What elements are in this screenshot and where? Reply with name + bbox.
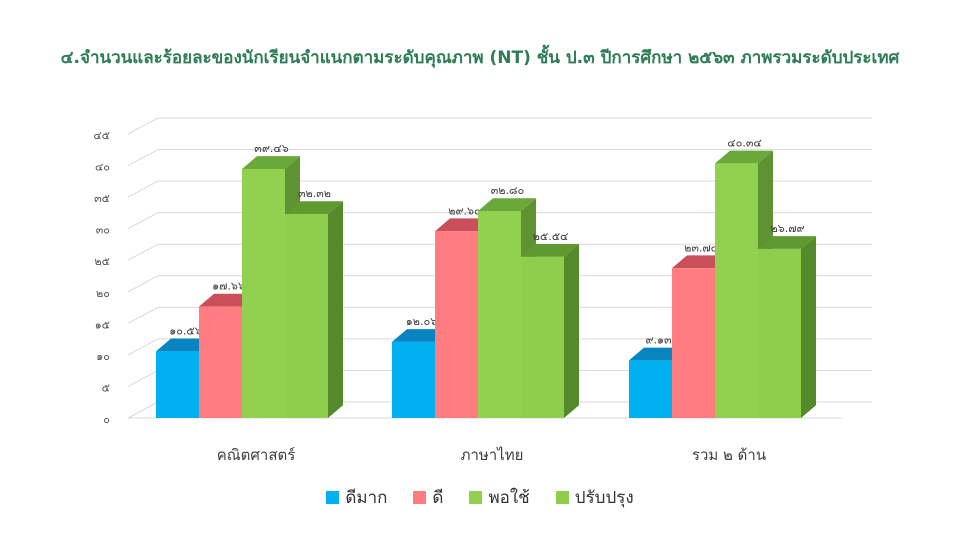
- y-tick-label: ๓๕: [94, 192, 110, 205]
- data-label: ๑๗.๖๖: [212, 280, 245, 293]
- data-label: ๒๕.๕๔: [533, 230, 569, 243]
- data-label: ๓๒.๓๒: [298, 187, 331, 200]
- gridline-diagonal: [127, 149, 159, 166]
- gridline-diagonal: [127, 370, 159, 387]
- gridline-diagonal: [127, 401, 159, 419]
- y-tick-label: ๔๐: [95, 161, 110, 174]
- y-tick-label: ๐: [103, 413, 110, 426]
- legend-item: ดี: [413, 484, 443, 511]
- data-label: ๑๒.๐๖: [406, 315, 437, 328]
- bar-side: [801, 236, 816, 418]
- bar: [285, 214, 328, 418]
- legend-swatch: [326, 491, 340, 504]
- legend-item: ปรับปรุง: [555, 484, 634, 511]
- y-tick-label: ๑๐: [96, 350, 110, 363]
- bar-side: [564, 244, 579, 418]
- legend-swatch: [413, 491, 427, 504]
- y-tick-label: ๒๐: [96, 287, 110, 300]
- y-tick-label: ๕: [102, 381, 110, 394]
- x-tick-label: ภาษาไทย: [461, 446, 524, 464]
- legend-label: ปรับปรุง: [574, 488, 634, 508]
- data-label: ๒๙.๖๐: [448, 204, 481, 217]
- bar: [478, 210, 521, 418]
- bar-top: [285, 201, 343, 215]
- legend: ดีมาก ดี พอใช้ ปรับปรุง: [0, 484, 960, 511]
- data-label: ๒๖.๗๙: [770, 222, 804, 235]
- data-label: ๑๐.๕๖: [169, 325, 202, 338]
- bar: [156, 351, 199, 418]
- bar: [521, 256, 564, 418]
- legend-item: พอใช้: [469, 484, 530, 511]
- bar: [392, 341, 435, 418]
- legend-item: ดีมาก: [326, 484, 387, 511]
- gridline-diagonal: [127, 243, 159, 261]
- y-tick-label: ๓๐: [96, 224, 110, 237]
- y-tick-label: ๑๕: [95, 318, 110, 331]
- legend-label: ดี: [432, 488, 444, 508]
- legend-swatch: [469, 491, 483, 504]
- gridline-diagonal: [127, 338, 159, 356]
- bar: [242, 168, 285, 418]
- bar: [199, 306, 242, 418]
- gridline-diagonal: [127, 306, 159, 324]
- x-tick-label: คณิตศาสตร์: [217, 446, 296, 464]
- y-tick-label: ๔๕: [93, 129, 110, 142]
- bar: [672, 268, 715, 418]
- data-label: ๙.๑๓: [645, 334, 671, 347]
- bar: [758, 248, 801, 418]
- bar: [629, 360, 672, 418]
- legend-swatch: [555, 491, 569, 504]
- gridline-diagonal: [127, 180, 159, 198]
- gridline-diagonal: [127, 117, 159, 135]
- gridline-diagonal: [127, 275, 159, 293]
- bar-top: [242, 156, 300, 169]
- legend-label: ดีมาก: [345, 488, 388, 508]
- data-label: ๒๓.๗๔: [684, 241, 719, 254]
- chart-title: ๔.จำนวนและร้อยละของนักเรียนจำแนกตามระดับ…: [60, 48, 900, 68]
- y-tick-label: ๒๕: [94, 255, 110, 268]
- bar-top: [521, 244, 579, 257]
- bar-top: [715, 150, 773, 164]
- legend-label: พอใช้: [488, 488, 530, 508]
- bar-top: [478, 198, 536, 211]
- bar: [715, 163, 758, 418]
- data-label: ๓๙.๔๖: [254, 142, 288, 155]
- bar: [435, 231, 478, 418]
- data-label: ๓๒.๘๐: [491, 184, 524, 197]
- x-tick-label: รวม ๒ ด้าน: [692, 446, 766, 464]
- bar-top: [758, 236, 816, 249]
- gridline-diagonal: [127, 212, 159, 230]
- data-label: ๔๐.๓๔: [727, 137, 761, 150]
- bar-side: [328, 201, 343, 418]
